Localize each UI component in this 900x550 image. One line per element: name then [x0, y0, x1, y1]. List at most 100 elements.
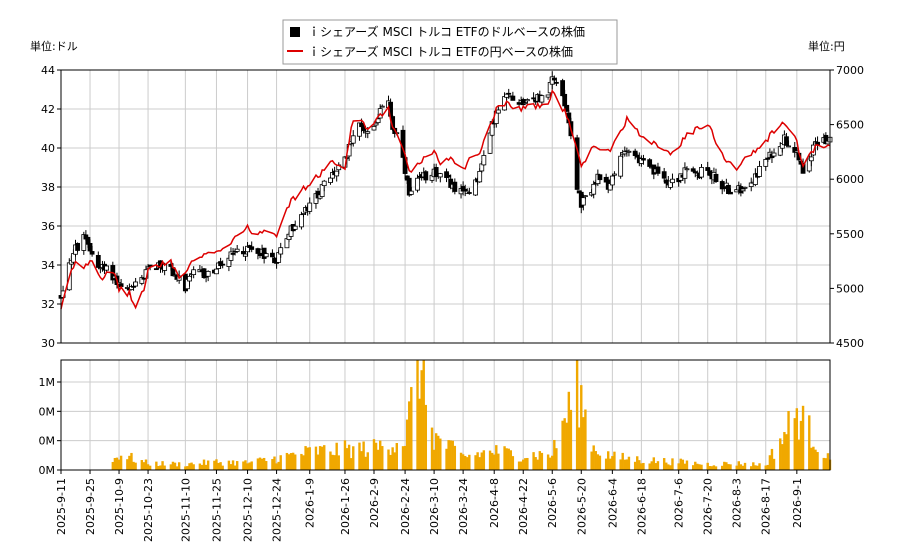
volume-bar — [627, 456, 631, 470]
volume-bar — [752, 462, 755, 470]
volume-bar — [343, 440, 347, 470]
volume-bar — [294, 454, 297, 470]
legend-box — [282, 19, 618, 65]
volume-bar — [503, 446, 506, 470]
volume-bar — [246, 463, 249, 470]
candle-body — [319, 184, 325, 197]
right-tick-label: 6500 — [836, 119, 864, 132]
volume-bars — [111, 360, 832, 470]
volume-bar — [395, 443, 398, 470]
volume-bar — [633, 461, 637, 470]
candle-body — [284, 238, 290, 249]
candle-body — [510, 95, 516, 101]
volume-bar — [188, 463, 191, 470]
volume-bar — [389, 454, 392, 470]
volume-bar — [482, 450, 486, 470]
volume-bar — [650, 461, 653, 470]
yen-price-line — [60, 89, 831, 310]
volume-bar — [495, 445, 498, 470]
volume-bar — [490, 452, 494, 470]
left-axis-unit: 単位:ドル — [30, 39, 78, 53]
candle-body — [462, 188, 468, 192]
volume-bar — [447, 440, 450, 470]
candle-body — [104, 265, 110, 271]
volume-bar — [801, 405, 805, 470]
volume-bar — [466, 457, 469, 470]
volume-bar — [667, 464, 670, 470]
candle-body — [292, 225, 298, 230]
volume-bar — [584, 409, 587, 470]
volume-bar — [374, 442, 378, 470]
volume-bar — [679, 458, 682, 470]
volume-bar — [714, 466, 718, 470]
volume-bar — [754, 465, 757, 470]
volume-bar — [186, 466, 189, 470]
volume-bar — [725, 462, 728, 470]
volume-bar — [766, 464, 770, 470]
volume-bar — [126, 459, 129, 470]
volume-tick-label: 1M — [39, 376, 56, 389]
x-tick-label: 2025-12-10 — [242, 478, 255, 542]
candle-body — [408, 190, 414, 195]
volume-bar — [727, 464, 730, 470]
volume-bar — [536, 459, 539, 470]
volume-bar — [347, 444, 351, 470]
volume-bar — [335, 442, 338, 470]
volume-bar — [190, 462, 193, 470]
volume-bar — [233, 465, 237, 470]
volume-bar — [546, 454, 550, 470]
volume-bar — [812, 446, 815, 470]
volume-bar — [750, 466, 753, 470]
volume-bar — [511, 456, 515, 470]
left-tick-label: 30 — [41, 337, 55, 350]
volume-bar — [555, 448, 558, 470]
volume-bar — [785, 434, 788, 470]
candle-body — [299, 214, 304, 228]
candle-body — [771, 152, 777, 157]
right-axis-ticks: 4500 5000 5500 6000 6500 7000 — [830, 64, 864, 350]
volume-bar — [694, 461, 697, 470]
left-tick-label: 44 — [41, 64, 55, 77]
volume-bar — [175, 466, 179, 470]
candle-body — [531, 97, 536, 100]
volume-bar — [318, 446, 322, 470]
candle-body — [228, 251, 234, 261]
volume-bar — [814, 449, 817, 470]
volume-bar — [169, 464, 173, 470]
volume-bar — [582, 417, 585, 470]
volume-bar — [735, 465, 738, 470]
candle-body — [365, 131, 371, 134]
volume-bar — [770, 448, 774, 470]
x-tick-label: 2026-9-1 — [791, 478, 804, 528]
volume-bar — [656, 461, 660, 470]
volume-bar — [418, 398, 421, 470]
volume-bar — [505, 448, 508, 470]
candle-body — [278, 247, 284, 255]
volume-bar — [345, 448, 349, 470]
volume-bar — [289, 453, 293, 470]
candle-body — [655, 166, 661, 174]
volume-bar — [710, 466, 714, 470]
volume-bar — [795, 408, 799, 470]
volume-bar — [434, 433, 438, 470]
volume-bar — [590, 451, 593, 470]
volume-bar — [157, 466, 160, 470]
candle-body — [609, 175, 615, 186]
volume-bar — [142, 462, 146, 470]
volume-bar — [420, 370, 423, 470]
volume-bar — [677, 463, 680, 470]
x-tick-label: 2025-11-10 — [179, 478, 192, 542]
volume-bar — [291, 452, 295, 470]
volume-tick-label: 0M — [39, 405, 56, 418]
volume-bar — [300, 453, 303, 470]
candle-body — [740, 188, 746, 192]
volume-bar — [681, 459, 685, 470]
volume-bar — [155, 461, 158, 470]
candle-body — [692, 171, 698, 174]
right-axis-unit: 単位:円 — [808, 39, 845, 53]
volume-bar — [256, 458, 260, 470]
candle-body — [446, 174, 452, 178]
volume-bar — [708, 466, 711, 470]
volume-bar — [258, 457, 262, 470]
